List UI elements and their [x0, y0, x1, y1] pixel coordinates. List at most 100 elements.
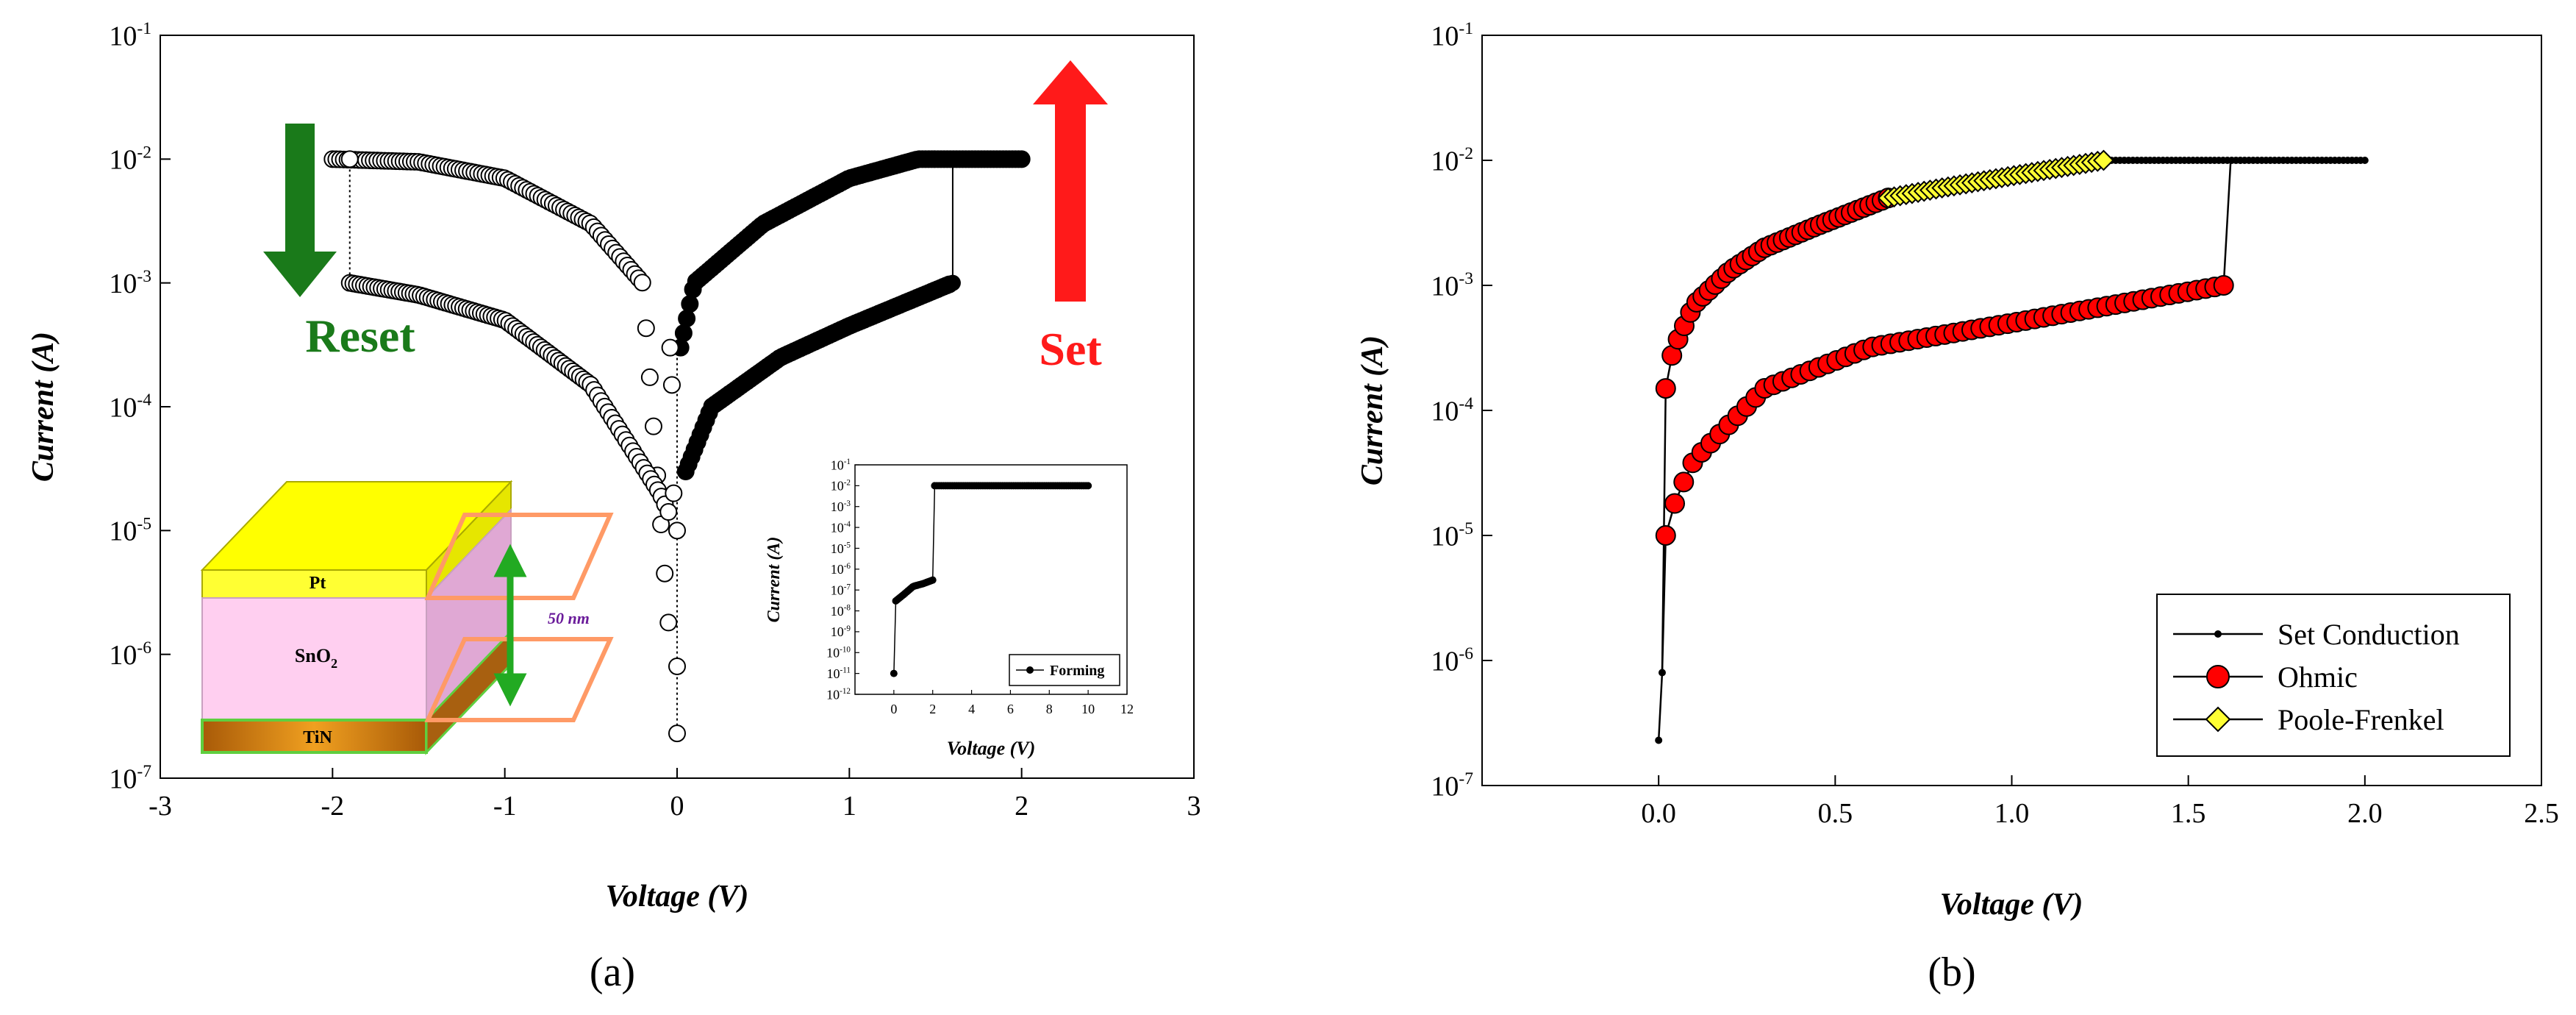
- origin-point: [662, 376, 681, 394]
- panel-b-xlabel: Voltage (V): [1940, 888, 2083, 922]
- y-tick-label: 10-2: [109, 143, 151, 175]
- ohmic-point: [1664, 493, 1686, 514]
- reset-lrs-point: [637, 319, 655, 338]
- forming-point: [1084, 482, 1092, 490]
- inset-legend-label: Forming: [1050, 663, 1104, 679]
- panel-b: 10-7 10-6 10-5 10-4 10-3 10-2 10-1 0.0 0.5 1.0 1.5…: [1356, 19, 2559, 995]
- set-lrs-point: [681, 295, 699, 313]
- panel-b-legend: Set Conduction Ohmic Poole-Frenkel: [2156, 594, 2511, 757]
- legend-marker-poole-frenkel: [2205, 706, 2231, 733]
- legend-marker-set-conduction: [2214, 630, 2222, 638]
- y-tick-label: 10-5: [831, 541, 851, 556]
- origin-point: [665, 484, 683, 502]
- x-tick-label: 0.0: [1641, 798, 1676, 829]
- legend-label-ohmic: Ohmic: [2278, 660, 2358, 694]
- set-conduction-point: [2361, 157, 2369, 164]
- ohmic-point: [1655, 525, 1676, 546]
- origin-point: [668, 724, 686, 743]
- reset-lrs-point: [659, 613, 678, 632]
- y-tick-label: 10-6: [831, 562, 851, 577]
- y-tick-label: 10-7: [831, 583, 851, 597]
- y-tick-label: 10-11: [827, 666, 851, 681]
- set-lrs-point: [674, 324, 693, 342]
- x-tick-label: -2: [321, 791, 345, 822]
- panel-a-xlabel: Voltage (V): [606, 880, 749, 914]
- inset-legend-marker: [1026, 666, 1034, 674]
- legend-label-poole-frenkel: Poole-Frenkel: [2278, 703, 2444, 736]
- reset-lrs-point: [640, 368, 659, 386]
- y-tick-label: 10-1: [1431, 19, 1473, 51]
- y-tick-label: 10-4: [831, 520, 851, 535]
- origin-point: [668, 657, 686, 675]
- ohmic-point: [1655, 378, 1676, 399]
- inset-axes: 10-1210-1110-1010-910-810-710-610-510-41…: [826, 457, 1134, 716]
- x-tick-label: 4: [968, 702, 975, 716]
- panel-b-ylabel: Current (A): [1356, 335, 1389, 485]
- y-tick-label: 10-2: [831, 478, 851, 493]
- x-tick-label: 2.0: [2347, 798, 2383, 829]
- set-point: [944, 274, 961, 291]
- panel-a-data: [323, 150, 1031, 743]
- y-tick-label: 10-8: [831, 604, 851, 619]
- sno2-label: SnO2: [295, 645, 337, 671]
- y-tick-label: 10-4: [1431, 394, 1473, 427]
- y-tick-label: 10-10: [826, 645, 851, 660]
- y-tick-label: 10-6: [1431, 644, 1473, 677]
- y-tick-label: 10-3: [831, 499, 851, 514]
- x-tick-label: 2: [929, 702, 936, 716]
- x-tick-label: 0: [890, 702, 897, 716]
- y-tick-label: 10-12: [826, 687, 851, 702]
- panel-a-ylabel: Current (A): [26, 332, 60, 482]
- set-lrs-point: [678, 310, 696, 328]
- inset-legend: Forming: [1009, 654, 1120, 686]
- y-tick-label: 10-7: [109, 762, 151, 794]
- set-arrow-icon: [1033, 60, 1108, 302]
- legend-label-set-conduction: Set Conduction: [2278, 618, 2460, 651]
- reset-label: Reset: [305, 310, 415, 362]
- panel-b-data: [1655, 149, 2369, 744]
- reset-lrs-point: [656, 564, 674, 583]
- x-tick-label: 1.0: [1994, 798, 2030, 829]
- x-tick-label: -1: [493, 791, 517, 822]
- x-tick-label: 2.5: [2524, 798, 2559, 829]
- y-tick-label: 10-6: [109, 638, 151, 671]
- x-tick-label: 1: [842, 791, 856, 822]
- y-tick-label: 10-5: [1431, 519, 1473, 552]
- panel-a-label: (a): [590, 950, 635, 995]
- y-tick-label: 10-9: [831, 624, 851, 639]
- x-tick-label: 6: [1007, 702, 1014, 716]
- pt-label: Pt: [310, 574, 326, 593]
- x-tick-label: 0.5: [1818, 798, 1853, 829]
- x-tick-label: 12: [1120, 702, 1134, 716]
- x-tick-label: 10: [1081, 702, 1095, 716]
- reset-lrs-point: [633, 274, 651, 292]
- set-lrs-point: [1012, 150, 1031, 168]
- panel-b-label: (b): [1928, 950, 1975, 995]
- set-conduction-point: [1655, 736, 1663, 744]
- set-conduction-point: [1658, 669, 1666, 677]
- forming-point: [890, 669, 898, 677]
- y-tick-label: 10-2: [1431, 144, 1473, 177]
- ohmic-point: [2213, 275, 2234, 296]
- tin-layer: [201, 719, 428, 754]
- origin-point: [661, 338, 679, 357]
- y-tick-label: 10-1: [831, 457, 851, 472]
- reset-hrs-point: [659, 502, 678, 521]
- x-tick-label: 3: [1187, 791, 1201, 822]
- poole-frenkel-point: [2092, 149, 2114, 171]
- y-tick-label: 10-4: [109, 391, 151, 423]
- device-stack-schematic: Pt SnO2 TiN 50 nm: [200, 480, 614, 755]
- panel-a-inset: 10-1210-1110-1010-910-810-710-610-510-41…: [765, 457, 1134, 759]
- x-tick-label: -3: [149, 791, 172, 822]
- y-tick-label: 10-7: [1431, 769, 1473, 802]
- panel-a: 10-710-610-510-410-310-210-1-3 -2 -1 0 1 2 3 V…: [26, 19, 1201, 995]
- origin-point: [668, 521, 686, 540]
- y-tick-label: 10-1: [109, 19, 151, 51]
- y-tick-label: 10-3: [1431, 269, 1473, 302]
- x-tick-label: 8: [1046, 702, 1053, 716]
- inset-xlabel: Voltage (V): [947, 738, 1036, 759]
- x-tick-label: 2: [1015, 791, 1028, 822]
- x-tick-label: 0: [670, 791, 684, 822]
- x-tick-label: 1.5: [2171, 798, 2206, 829]
- thickness-label: 50 nm: [548, 609, 590, 627]
